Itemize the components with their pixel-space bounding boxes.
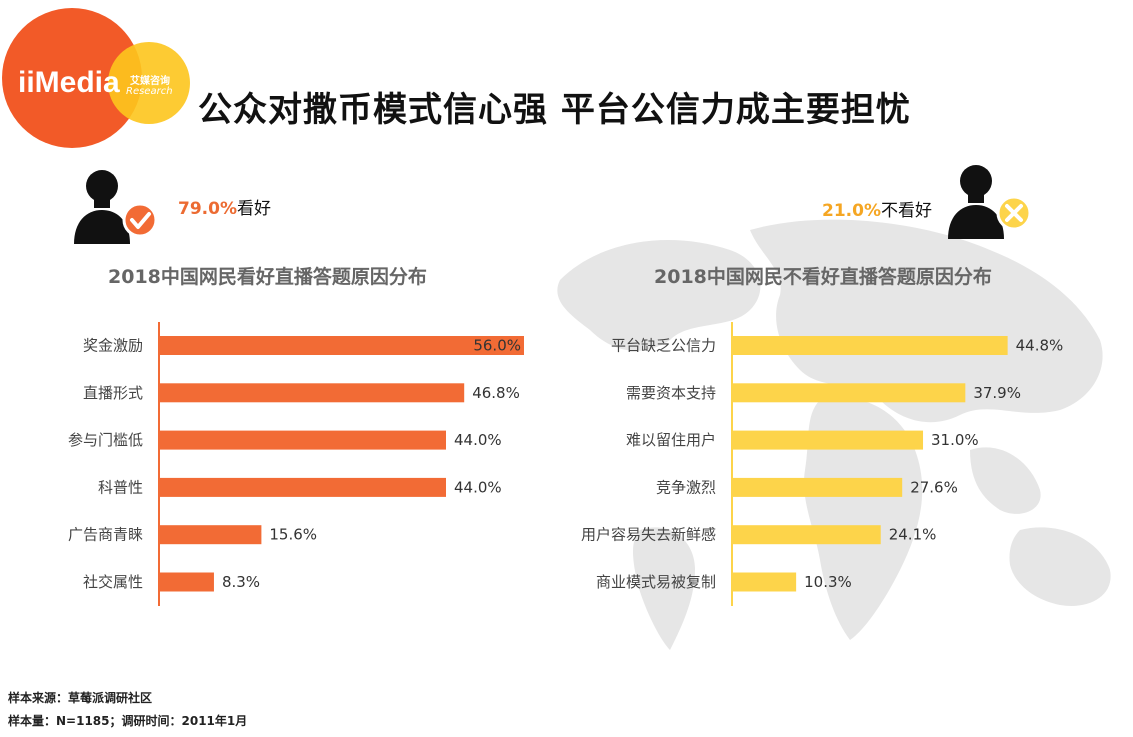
page-title: 公众对撒币模式信心强 平台公信力成主要担忧: [198, 90, 911, 130]
brand-logo: iiMedia 艾媒咨询 Research: [0, 0, 200, 160]
left-bar: [160, 336, 524, 355]
right-value-label: 24.1%: [889, 526, 937, 544]
right-category-label: 平台缺乏公信力: [611, 337, 716, 355]
left-bar: [160, 430, 446, 450]
right-chart-title: 2018中国网民不看好直播答题原因分布: [654, 266, 992, 288]
right-bar: [733, 477, 903, 497]
left-value-label: 44.0%: [454, 478, 502, 496]
right-category-label: 用户容易失去新鲜感: [581, 526, 716, 544]
disapprove-sentiment: 21.0%不看好: [822, 196, 932, 221]
right-category-label: 商业模式易被复制: [596, 573, 716, 591]
approve-label: 看好: [236, 199, 271, 219]
person-disapprove-icon: [942, 155, 1032, 245]
approve-percentage: 79.0%: [178, 199, 237, 219]
left-bar: [160, 525, 262, 545]
disapprove-label: 不看好: [880, 201, 932, 221]
left-bar: [160, 477, 446, 497]
right-bar: [733, 430, 924, 450]
left-value-label: 44.0%: [454, 431, 502, 449]
person-approve-icon: [68, 160, 158, 250]
left-category-label: 社交属性: [83, 573, 143, 591]
right-bar: [733, 525, 881, 545]
right-value-label: 37.9%: [973, 384, 1021, 402]
left-category-label: 参与门槛低: [68, 431, 143, 449]
footer-source: 样本来源：草莓派调研社区: [8, 691, 153, 705]
right-bar: [733, 572, 797, 592]
left-value-label: 46.8%: [472, 384, 520, 402]
left-value-label: 56.0%: [473, 337, 521, 355]
left-chart-title: 2018中国网民看好直播答题原因分布: [108, 266, 427, 288]
footer-sample: 样本量：N=1185；调研时间：2011年1月: [8, 714, 248, 728]
right-category-label: 难以留住用户: [626, 431, 716, 449]
left-category-label: 直播形式: [83, 384, 143, 402]
disapprove-percentage: 21.0%: [822, 201, 881, 221]
left-bar: [160, 383, 465, 403]
left-bar: [160, 572, 214, 592]
logo-wordmark: iiMedia: [18, 66, 120, 99]
right-value-label: 44.8%: [1016, 337, 1064, 355]
logo-chinese-name: 艾媒咨询: [130, 76, 170, 87]
logo-english-name: Research: [126, 86, 173, 97]
approve-sentiment: 79.0%看好: [178, 194, 271, 219]
left-value-label: 15.6%: [269, 526, 317, 544]
right-bar: [733, 336, 1008, 355]
left-category-label: 科普性: [98, 478, 143, 496]
left-value-label: 8.3%: [222, 573, 260, 591]
right-category-label: 竞争激烈: [656, 478, 716, 496]
right-category-label: 需要资本支持: [626, 384, 716, 402]
left-category-label: 广告商青睐: [68, 526, 143, 544]
right-value-label: 31.0%: [931, 431, 979, 449]
left-category-label: 奖金激励: [83, 337, 143, 355]
right-bar: [733, 383, 966, 403]
right-value-label: 27.6%: [910, 478, 958, 496]
right-value-label: 10.3%: [804, 573, 852, 591]
world-map-background: [557, 219, 1111, 650]
logo-circle-yellow: [108, 42, 190, 124]
